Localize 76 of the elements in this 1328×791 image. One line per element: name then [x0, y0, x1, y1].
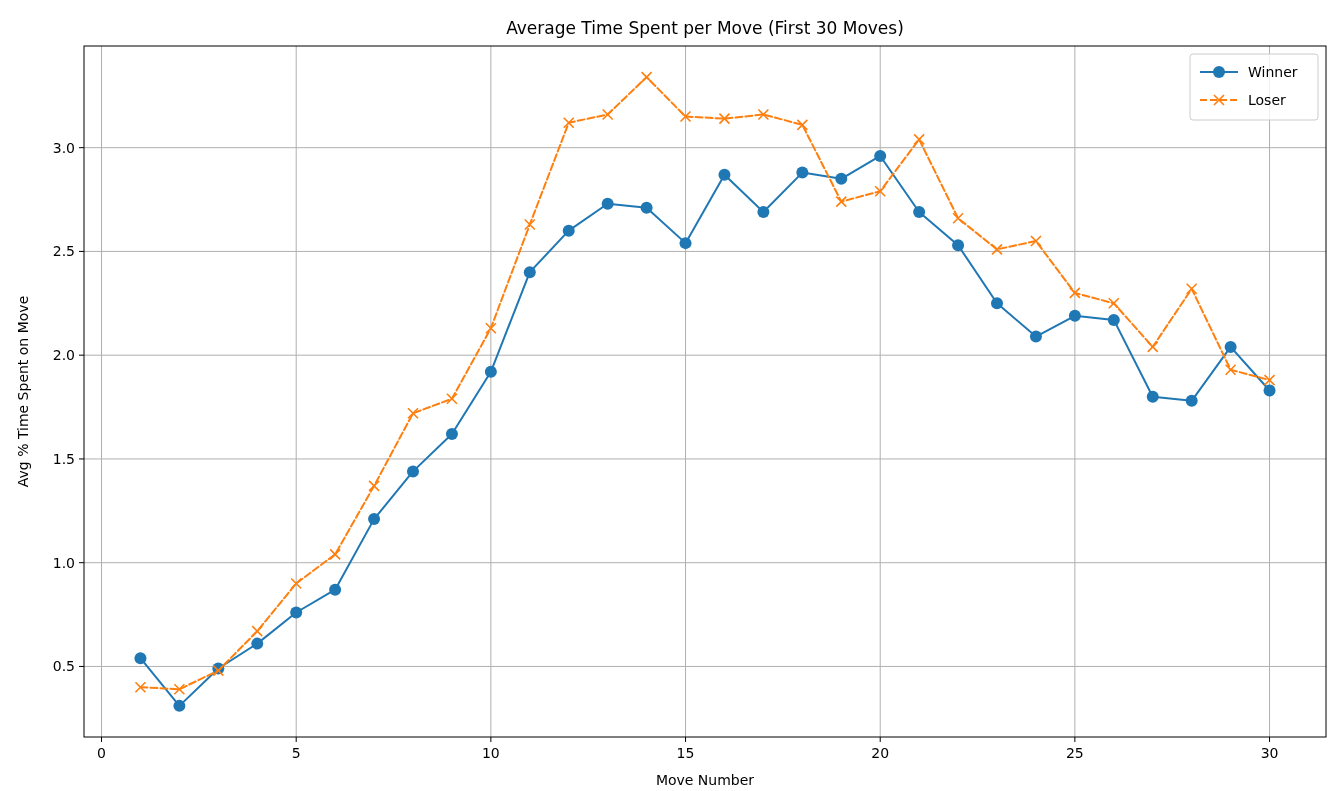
point [485, 322, 497, 335]
point [1224, 363, 1237, 376]
point [718, 112, 731, 125]
point [1263, 384, 1276, 397]
y-tick-label: 3.0 [52, 139, 75, 156]
point [757, 206, 770, 219]
x-tick-label: 0 [97, 745, 106, 761]
y-tick-label: 1.5 [52, 450, 75, 467]
point [1146, 341, 1159, 353]
x-tick-label: 10 [481, 745, 500, 761]
legend-label: Winner [1248, 64, 1298, 80]
point [173, 699, 186, 712]
point [1029, 330, 1042, 343]
point [368, 513, 381, 526]
y-tick-label: 2.5 [52, 243, 75, 260]
point [446, 392, 458, 405]
point [1068, 309, 1081, 322]
point [952, 212, 964, 225]
point [524, 218, 536, 231]
point [679, 237, 692, 250]
point [640, 201, 653, 214]
point [445, 428, 458, 441]
point [601, 197, 614, 210]
point [562, 116, 575, 129]
y-tick-label: 2.0 [52, 347, 75, 364]
point [484, 365, 497, 378]
point [991, 243, 1003, 256]
point [718, 168, 731, 181]
y-axis-title: Avg % Time Spent on Move [15, 295, 31, 488]
point [874, 149, 887, 162]
point [640, 71, 653, 83]
point [251, 625, 264, 637]
point [368, 480, 380, 492]
point [251, 637, 264, 650]
point [1224, 340, 1237, 353]
point [1108, 297, 1120, 310]
point [329, 583, 342, 596]
point [1107, 313, 1120, 326]
point [134, 652, 147, 665]
point [173, 683, 186, 696]
point [407, 407, 419, 420]
y-tick-label: 1.0 [52, 554, 75, 571]
point [290, 606, 303, 619]
point [601, 108, 614, 121]
point [796, 166, 809, 179]
point [134, 681, 147, 693]
point [913, 133, 925, 146]
point [1146, 390, 1159, 403]
point [290, 577, 302, 590]
x-tick-label: 25 [1065, 745, 1084, 761]
x-tick-label: 5 [291, 745, 301, 761]
point [1069, 287, 1081, 299]
point [874, 185, 886, 198]
point [1030, 235, 1042, 247]
point [1185, 394, 1198, 407]
point [679, 110, 692, 123]
x-axis-title: Move Number [655, 772, 755, 788]
point [952, 239, 965, 252]
x-tick-label: 20 [871, 745, 890, 761]
point [329, 548, 341, 561]
point [1185, 282, 1198, 295]
x-tick-label: 30 [1260, 745, 1279, 761]
point [835, 195, 848, 208]
chart-title: Average Time Spent per Move (First 30 Moves) [506, 18, 904, 38]
point [991, 297, 1004, 310]
legend-label: Loser [1248, 92, 1287, 108]
point [562, 224, 575, 237]
point [796, 119, 809, 131]
point [757, 108, 770, 121]
point [835, 172, 848, 185]
point [1263, 374, 1276, 386]
y-tick-label: 0.5 [52, 658, 75, 675]
x-tick-label: 15 [676, 745, 695, 761]
point [523, 266, 536, 279]
point [913, 206, 926, 219]
point [406, 465, 419, 478]
